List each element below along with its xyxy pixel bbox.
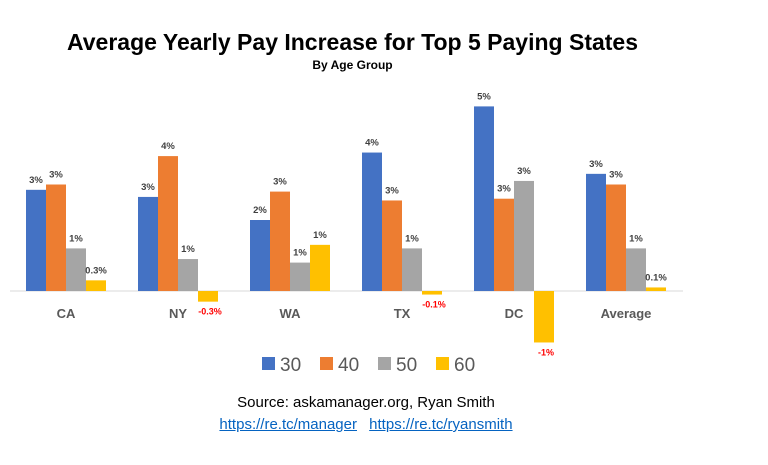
data-label: 3%: [589, 159, 603, 170]
bar-tx-40: [382, 200, 402, 291]
bar-ca-60: [86, 280, 106, 291]
bar-ny-50: [178, 259, 198, 291]
data-label: 3%: [49, 170, 63, 181]
bar-ca-30: [26, 189, 46, 291]
data-label: 3%: [141, 182, 155, 193]
legend-swatch-50: [378, 357, 391, 370]
data-label: 3%: [609, 170, 623, 181]
data-label: 0.1%: [645, 272, 667, 283]
data-label: 1%: [313, 230, 327, 241]
bar-tx-50: [402, 248, 422, 291]
bar-ny-60: [198, 291, 218, 302]
data-label: -0.1%: [422, 300, 446, 310]
chart-subtitle: By Age Group: [312, 58, 393, 72]
bar-wa-50: [290, 262, 310, 291]
legend-swatch-60: [436, 357, 449, 370]
bar-ny-30: [138, 196, 158, 291]
bar-average-40: [606, 184, 626, 291]
bar-average-50: [626, 248, 646, 291]
bar-average-60: [646, 287, 666, 291]
bar-ca-40: [46, 184, 66, 291]
data-label: 1%: [405, 233, 419, 244]
data-label: 1%: [181, 244, 195, 255]
data-label: -1%: [538, 347, 554, 357]
bar-dc-30: [474, 106, 494, 292]
bar-wa-40: [270, 191, 290, 291]
data-label: 1%: [69, 233, 83, 244]
data-label: 3%: [497, 184, 511, 195]
data-label: 1%: [629, 233, 643, 244]
data-label: 3%: [29, 175, 43, 186]
bar-dc-50: [514, 180, 534, 291]
bar-dc-40: [494, 198, 514, 291]
x-tick-label: Average: [601, 306, 652, 321]
bar-ca-50: [66, 248, 86, 291]
source-text: Source: askamanager.org, Ryan Smith: [237, 394, 495, 411]
data-label: 4%: [365, 138, 379, 149]
data-label: -0.3%: [198, 307, 222, 317]
data-label: 2%: [253, 205, 267, 216]
link-ryansmith[interactable]: https://re.tc/ryansmith: [369, 416, 513, 433]
legend-swatch-30: [262, 357, 275, 370]
data-label: 3%: [273, 177, 287, 188]
bar-average-30: [586, 173, 606, 291]
legend-label-50: 50: [396, 355, 417, 376]
data-label: 1%: [293, 248, 307, 259]
legend-label-40: 40: [338, 355, 359, 376]
bar-wa-60: [310, 244, 330, 291]
data-label: 3%: [517, 166, 531, 177]
x-tick-label: CA: [57, 306, 76, 321]
legend-swatch-40: [320, 357, 333, 370]
data-label: 0.3%: [85, 265, 107, 276]
bar-dc-60: [534, 291, 554, 343]
link-manager[interactable]: https://re.tc/manager: [219, 416, 357, 433]
legend-label-30: 30: [280, 355, 301, 376]
bar-tx-60: [422, 291, 442, 295]
x-tick-label: WA: [280, 306, 302, 321]
x-tick-label: DC: [505, 306, 524, 321]
bar-ny-40: [158, 156, 178, 291]
data-label: 3%: [385, 185, 399, 196]
source-links: https://re.tc/manager https://re.tc/ryan…: [0, 416, 732, 433]
x-tick-label: TX: [394, 306, 411, 321]
data-label: 4%: [161, 141, 175, 152]
data-label: 5%: [477, 91, 491, 102]
bar-wa-30: [250, 220, 270, 291]
x-tick-label: NY: [169, 306, 187, 321]
chart-title: Average Yearly Pay Increase for Top 5 Pa…: [66, 29, 639, 55]
legend-label-60: 60: [454, 355, 475, 376]
bar-tx-30: [362, 152, 382, 291]
